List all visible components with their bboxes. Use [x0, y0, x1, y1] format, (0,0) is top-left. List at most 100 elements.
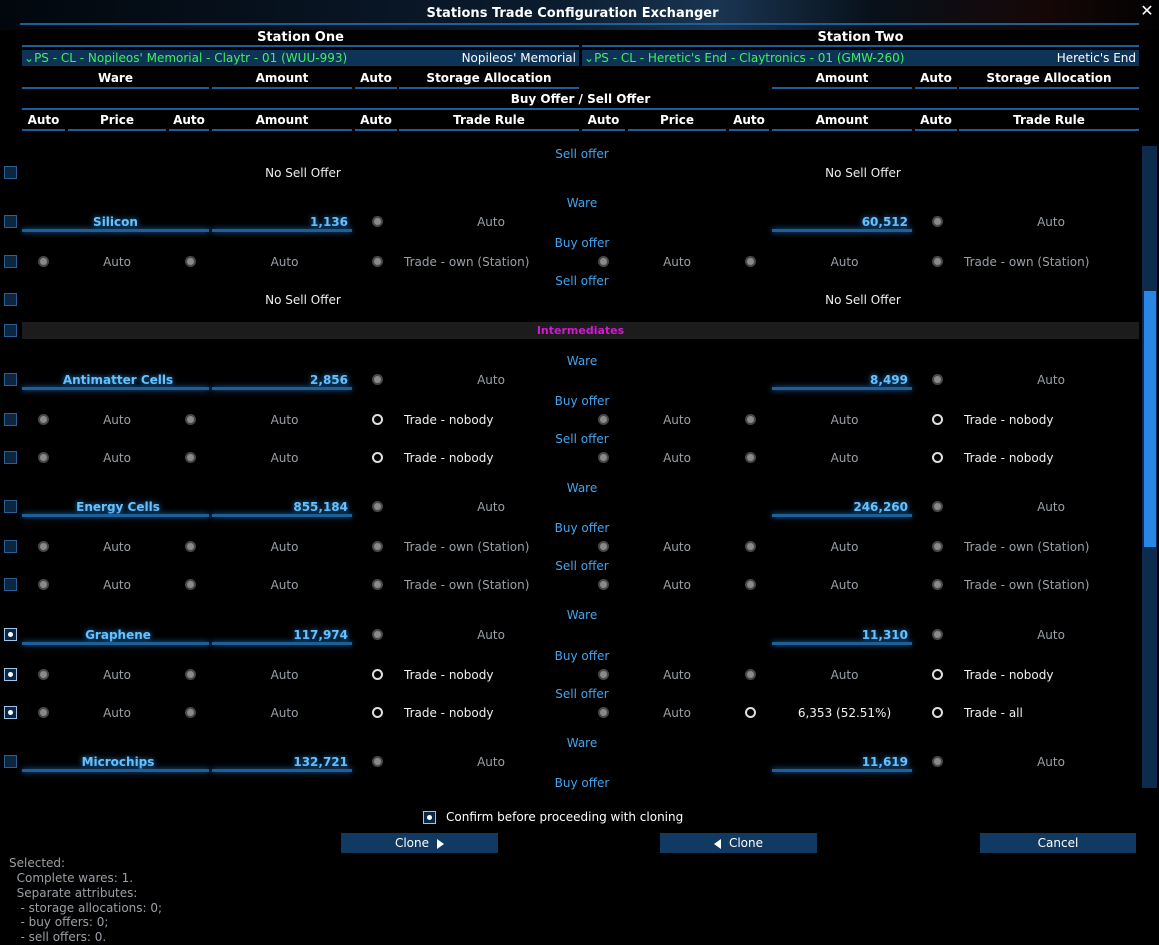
alloc-auto-radio-two[interactable]	[932, 374, 943, 385]
price-auto-radio-two[interactable]	[598, 452, 609, 463]
trade-rule-two[interactable]: Trade - nobody	[964, 668, 1054, 682]
price-auto-radio-one[interactable]	[38, 256, 49, 267]
row-checkbox[interactable]	[4, 293, 17, 306]
rule-auto-radio-two[interactable]	[932, 669, 943, 680]
row-checkbox[interactable]	[4, 668, 17, 681]
offer-amount-two: Auto	[830, 255, 859, 269]
close-icon[interactable]: ✕	[1140, 1, 1154, 20]
station-one-dropdown[interactable]: ⌄PS - CL - Nopileos' Memorial - Claytr -…	[22, 50, 579, 66]
arrow-right-icon	[437, 838, 445, 849]
alloc-auto-radio-two[interactable]	[932, 216, 943, 227]
row-checkbox[interactable]	[4, 373, 17, 386]
trade-rule-two[interactable]: Trade - own (Station)	[964, 540, 1090, 554]
row-checkbox[interactable]	[4, 413, 17, 426]
row-label-buy-offer: Buy offer	[554, 649, 610, 663]
rule-auto-radio-two[interactable]	[932, 579, 943, 590]
clone-to-right-button[interactable]: Clone	[341, 833, 498, 853]
row-checkbox[interactable]	[4, 166, 17, 179]
trade-rule-one[interactable]: Trade - nobody	[404, 413, 494, 427]
amount-auto-radio-two[interactable]	[745, 669, 756, 680]
row-checkbox[interactable]	[4, 500, 17, 513]
trade-rule-two[interactable]: Trade - nobody	[964, 413, 1054, 427]
trade-rule-one[interactable]: Trade - own (Station)	[404, 255, 530, 269]
amount-auto-radio-one[interactable]	[185, 579, 196, 590]
ware-name: Graphene	[85, 628, 151, 642]
alloc-auto-radio-one[interactable]	[372, 374, 383, 385]
row-checkbox[interactable]	[4, 578, 17, 591]
amount-auto-radio-two[interactable]	[745, 541, 756, 552]
price-auto-radio-one[interactable]	[38, 414, 49, 425]
row-checkbox[interactable]	[4, 215, 17, 228]
trade-rule-two[interactable]: Trade - all	[964, 706, 1023, 720]
amount-auto-radio-two[interactable]	[745, 707, 756, 718]
scrollbar-thumb[interactable]	[1144, 291, 1156, 547]
trade-rule-one[interactable]: Trade - nobody	[404, 706, 494, 720]
rule-auto-radio-one[interactable]	[372, 579, 383, 590]
trade-rule-two[interactable]: Trade - own (Station)	[964, 255, 1090, 269]
rule-auto-radio-two[interactable]	[932, 452, 943, 463]
alloc-auto-radio-two[interactable]	[932, 501, 943, 512]
alloc-auto-radio-two[interactable]	[932, 756, 943, 767]
alloc-auto-radio-one[interactable]	[372, 756, 383, 767]
alloc-value-two: Auto	[1037, 755, 1065, 769]
amount-auto-radio-one[interactable]	[185, 707, 196, 718]
amount-auto-radio-two[interactable]	[745, 414, 756, 425]
rule-auto-radio-one[interactable]	[372, 414, 383, 425]
trade-rule-two[interactable]: Trade - own (Station)	[964, 578, 1090, 592]
price-auto-radio-two[interactable]	[598, 256, 609, 267]
rule-auto-radio-one[interactable]	[372, 707, 383, 718]
rule-auto-radio-one[interactable]	[372, 256, 383, 267]
rule-auto-radio-two[interactable]	[932, 256, 943, 267]
trade-rule-one[interactable]: Trade - nobody	[404, 668, 494, 682]
amount-auto-radio-one[interactable]	[185, 414, 196, 425]
amount-auto-radio-one[interactable]	[185, 256, 196, 267]
price-auto-radio-one[interactable]	[38, 541, 49, 552]
trade-rule-one[interactable]: Trade - own (Station)	[404, 578, 530, 592]
price-auto-radio-two[interactable]	[598, 707, 609, 718]
amount-auto-radio-two[interactable]	[745, 452, 756, 463]
chevron-down-icon: ⌄	[584, 51, 595, 65]
ware-amount-two: 11,310	[861, 628, 908, 642]
group-checkbox[interactable]	[4, 324, 17, 337]
ware-amount-one: 132,721	[293, 755, 348, 769]
trade-rule-one[interactable]: Trade - own (Station)	[404, 540, 530, 554]
amount-auto-radio-two[interactable]	[745, 579, 756, 590]
row-checkbox[interactable]	[4, 451, 17, 464]
rule-auto-radio-two[interactable]	[932, 707, 943, 718]
price-auto-radio-one[interactable]	[38, 452, 49, 463]
row-checkbox[interactable]	[4, 540, 17, 553]
trade-rule-one[interactable]: Trade - nobody	[404, 451, 494, 465]
price-auto-radio-two[interactable]	[598, 669, 609, 680]
row-checkbox[interactable]	[4, 628, 17, 641]
price-auto-radio-one[interactable]	[38, 669, 49, 680]
station-two-dropdown[interactable]: ⌄PS - CL - Heretic's End - Claytronics -…	[582, 50, 1139, 66]
confirm-checkbox[interactable]	[423, 811, 436, 824]
alloc-auto-radio-one[interactable]	[372, 501, 383, 512]
clone-to-left-button[interactable]: Clone	[660, 833, 817, 853]
amount-auto-radio-one[interactable]	[185, 669, 196, 680]
ware-underline	[22, 769, 209, 772]
alloc-auto-radio-one[interactable]	[372, 216, 383, 227]
cancel-button[interactable]: Cancel	[980, 833, 1136, 853]
price-auto-radio-one[interactable]	[38, 707, 49, 718]
rule-auto-radio-two[interactable]	[932, 414, 943, 425]
amount-auto-radio-one[interactable]	[185, 541, 196, 552]
amount-auto-radio-one[interactable]	[185, 452, 196, 463]
row-checkbox[interactable]	[4, 255, 17, 268]
price-auto-radio-one[interactable]	[38, 579, 49, 590]
trade-rule-two[interactable]: Trade - nobody	[964, 451, 1054, 465]
alloc-auto-radio-two[interactable]	[932, 629, 943, 640]
price-auto-radio-two[interactable]	[598, 541, 609, 552]
offer-amount-two[interactable]: 6,353 (52.51%)	[797, 706, 892, 720]
ware-amount-two: 8,499	[870, 373, 908, 387]
amount-auto-radio-two[interactable]	[745, 256, 756, 267]
alloc-auto-radio-one[interactable]	[372, 629, 383, 640]
price-auto-radio-two[interactable]	[598, 579, 609, 590]
rule-auto-radio-one[interactable]	[372, 669, 383, 680]
rule-auto-radio-one[interactable]	[372, 541, 383, 552]
rule-auto-radio-two[interactable]	[932, 541, 943, 552]
row-checkbox[interactable]	[4, 755, 17, 768]
row-checkbox[interactable]	[4, 706, 17, 719]
rule-auto-radio-one[interactable]	[372, 452, 383, 463]
price-auto-radio-two[interactable]	[598, 414, 609, 425]
